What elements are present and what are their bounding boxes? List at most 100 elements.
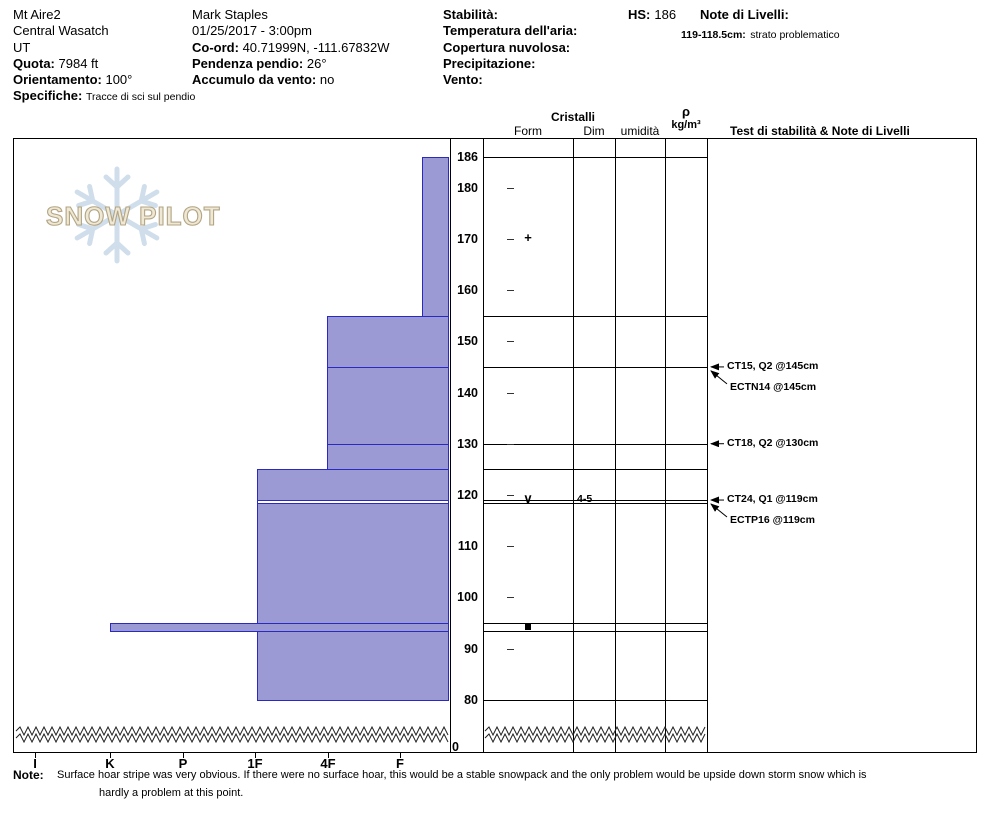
snowpilot-watermark-text: SNOW PILOT bbox=[45, 200, 221, 231]
layer-boundary-line bbox=[484, 622, 707, 624]
coord-row: Co-ord: 40.71999N, -111.67832W bbox=[192, 40, 390, 56]
depth-tick-label: 80 bbox=[464, 692, 478, 707]
hardness-axis-label: F bbox=[396, 756, 404, 771]
form-column-tick bbox=[507, 238, 514, 240]
layer-boundary-line bbox=[484, 157, 707, 158]
elevation-value: 7984 ft bbox=[58, 55, 99, 71]
precip-label: Precipitazione: bbox=[443, 55, 536, 71]
depth-tick-label: 160 bbox=[457, 283, 478, 298]
hardness-axis-label: I bbox=[33, 756, 37, 771]
footer-note-line1: Surface hoar stripe was very obvious. If… bbox=[57, 769, 867, 781]
stability-label: Stabilità: bbox=[443, 7, 498, 22]
hardness-axis-tick bbox=[110, 753, 111, 758]
layer-notes-header: Note di Livelli: bbox=[700, 7, 789, 22]
windloading-value: no bbox=[319, 72, 335, 88]
layer-note-row: 119-118.5cm: strato problematico bbox=[681, 25, 840, 43]
column-line bbox=[665, 138, 666, 753]
elevation-label: Quota: bbox=[13, 55, 55, 71]
hardness-axis-tick bbox=[255, 753, 256, 758]
ground-depth-label: 0 bbox=[452, 740, 459, 754]
header-observation-block: Mark Staples 01/25/2017 - 3:00pm Co-ord:… bbox=[192, 7, 390, 88]
hs-value: 186 bbox=[654, 7, 677, 22]
test-result-label: ECTN14 @145cm bbox=[730, 380, 817, 393]
region-name: Central Wasatch bbox=[13, 23, 109, 39]
cristalli-header: Cristalli bbox=[550, 110, 595, 124]
layer-boundary-line bbox=[484, 630, 707, 632]
slope-label: Pendenza pendio: bbox=[192, 55, 304, 71]
crystal-symbol-crust bbox=[525, 624, 531, 630]
snow-layer-bar bbox=[257, 469, 449, 501]
layer-boundary-line bbox=[484, 315, 707, 317]
header-weather-block: Stabilità: Temperatura dell'aria: Copert… bbox=[443, 7, 577, 88]
layer-boundary-line bbox=[484, 443, 707, 445]
surface-label: Specifiche: bbox=[13, 88, 83, 104]
hardness-axis-label: 4F bbox=[320, 756, 336, 771]
form-column-tick bbox=[507, 290, 514, 292]
depth-tick-label: 180 bbox=[457, 180, 478, 195]
coord-value: 40.71999N, -111.67832W bbox=[242, 39, 390, 55]
density-unit-header: kg/m³ bbox=[671, 119, 701, 131]
test-result-label: CT15, Q2 @145cm bbox=[727, 359, 819, 372]
footer-note-label: Note: bbox=[13, 768, 44, 782]
chart-outer-border bbox=[13, 138, 977, 753]
observation-datetime: 01/25/2017 - 3:00pm bbox=[192, 23, 312, 39]
depth-tick-label: 100 bbox=[457, 590, 478, 605]
tests-column-header: Test di stabilità & Note di Livelli bbox=[730, 124, 910, 138]
windloading-label: Accumulo da vento: bbox=[192, 72, 317, 88]
layer-boundary-line bbox=[484, 469, 707, 471]
layer-note-text: strato problematico bbox=[750, 29, 840, 41]
layer-boundary-line bbox=[484, 502, 707, 504]
test-result-label: CT24, Q1 @119cm bbox=[727, 493, 818, 505]
form-column-header: Form bbox=[514, 124, 542, 138]
profile-panel-right-border bbox=[450, 138, 451, 753]
form-column-tick bbox=[507, 187, 514, 189]
form-column-tick bbox=[507, 341, 514, 343]
snow-layer-bar bbox=[327, 443, 449, 471]
crystal-symbol-surface-hoar: ∨ bbox=[523, 491, 533, 506]
snow-height-row: HS: 186 bbox=[628, 7, 676, 23]
depth-tick-label: 90 bbox=[464, 641, 478, 656]
layer-boundary-line bbox=[484, 366, 707, 368]
hardness-axis-label: K bbox=[105, 756, 115, 771]
snow-layer-bar bbox=[327, 366, 449, 445]
elevation-row: Quota: 7984 ft bbox=[13, 56, 195, 72]
crystal-dim-value: 4-5 bbox=[577, 493, 593, 505]
slope-row: Pendenza pendio: 26° bbox=[192, 56, 390, 72]
wind-label: Vento: bbox=[443, 72, 483, 88]
aspect-row: Orientamento: 100° bbox=[13, 72, 195, 88]
column-line bbox=[707, 138, 708, 753]
snow-layer-bar bbox=[257, 630, 449, 701]
hardness-axis-tick bbox=[183, 753, 184, 758]
density-symbol-header: ρ bbox=[681, 104, 691, 119]
windloading-row: Accumulo da vento: no bbox=[192, 72, 390, 88]
depth-tick-label: 140 bbox=[457, 385, 478, 400]
form-column-tick bbox=[507, 392, 514, 394]
snow-layer-bar bbox=[257, 502, 449, 624]
aspect-value: 100° bbox=[105, 72, 133, 88]
site-name: Mt Aire2 bbox=[13, 7, 61, 22]
layer-boundary-line bbox=[484, 699, 707, 701]
humidity-column-header: umidità bbox=[620, 124, 660, 138]
slope-value: 26° bbox=[306, 55, 327, 71]
snow-layer-bar bbox=[327, 315, 449, 368]
hardness-axis-label: 1F bbox=[247, 756, 263, 771]
airtemp-label: Temperatura dell'aria: bbox=[443, 23, 578, 39]
surface-value: Tracce di sci sul pendio bbox=[85, 91, 196, 104]
surface-row: Specifiche: Tracce di sci sul pendio bbox=[13, 88, 195, 104]
form-column-tick bbox=[507, 597, 514, 599]
observer-name: Mark Staples bbox=[192, 7, 268, 22]
column-line bbox=[615, 138, 616, 753]
depth-tick-label: 120 bbox=[457, 487, 478, 502]
footer-note-line2: hardly a problem at this point. bbox=[99, 787, 244, 799]
hs-label: HS: bbox=[628, 7, 651, 22]
test-result-label: ECTP16 @119cm bbox=[730, 514, 815, 526]
hardness-axis-tick bbox=[328, 753, 329, 758]
column-line bbox=[573, 138, 574, 753]
form-column-tick bbox=[507, 443, 514, 445]
layer-boundary-line bbox=[484, 500, 707, 501]
layer-note-depth: 119-118.5cm: bbox=[681, 29, 746, 41]
column-line bbox=[483, 138, 484, 753]
depth-tick-label: 110 bbox=[457, 539, 478, 554]
test-result-label: CT18, Q2 @130cm bbox=[727, 436, 819, 449]
